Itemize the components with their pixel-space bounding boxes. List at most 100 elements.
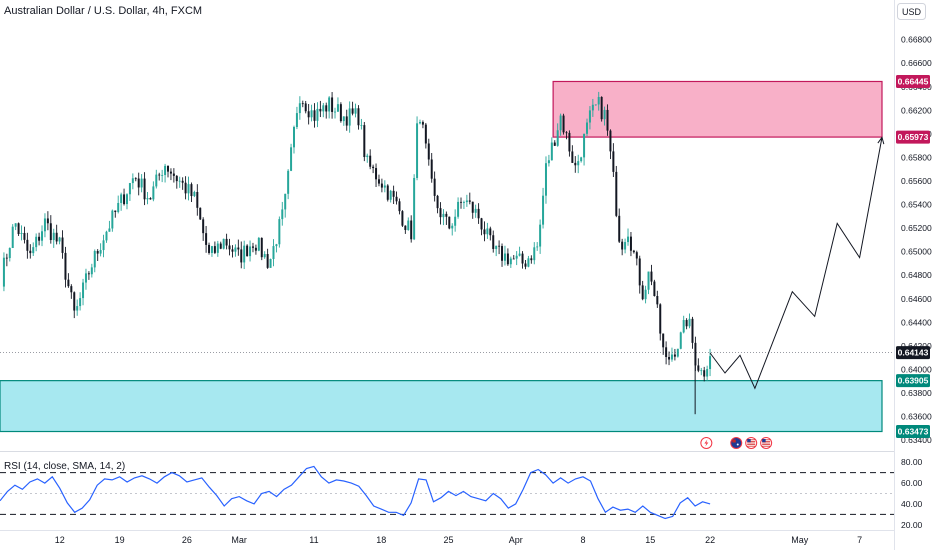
candle xyxy=(266,248,269,269)
candle-body xyxy=(407,220,410,230)
candle-body xyxy=(125,194,128,205)
candle xyxy=(184,176,187,200)
candle-body xyxy=(336,104,339,112)
candle-body xyxy=(307,111,310,118)
candle xyxy=(547,154,550,167)
candle-body xyxy=(284,193,287,210)
price-axis[interactable]: 0.668000.666000.664000.662000.660000.658… xyxy=(901,35,932,445)
au-flag-event-icon[interactable] xyxy=(730,437,743,449)
candle xyxy=(213,241,216,255)
candle-body xyxy=(354,108,357,114)
candle xyxy=(20,225,23,241)
price-tick-label: 0.66200 xyxy=(901,105,932,115)
candle-body xyxy=(597,96,600,105)
candle-body xyxy=(380,183,383,188)
candle xyxy=(462,200,465,210)
candle-body xyxy=(377,179,380,184)
candle-body xyxy=(483,229,486,235)
rsi-pane: 80.00 60.00 40.00 20.00 xyxy=(0,457,923,530)
candle xyxy=(328,96,331,119)
candle xyxy=(46,211,49,231)
candle xyxy=(635,250,638,266)
candle-body xyxy=(5,257,8,259)
candle xyxy=(413,174,416,241)
price-tick-label: 0.64600 xyxy=(901,294,932,304)
candle xyxy=(35,233,38,252)
price-tags-layer: 0.66445 0.65973 0.64143 0.63905 0.63473 xyxy=(896,74,930,439)
candle-body xyxy=(506,253,509,265)
candle-body xyxy=(187,184,190,194)
candle xyxy=(231,245,234,258)
candle xyxy=(237,239,240,256)
lightning-event-icon[interactable] xyxy=(700,437,713,449)
candle xyxy=(498,240,501,255)
candle-body xyxy=(480,218,483,230)
candle-body xyxy=(105,231,108,241)
candle-body xyxy=(158,174,161,176)
candle-body xyxy=(82,282,85,299)
candle-body xyxy=(638,258,641,286)
candle-body xyxy=(137,178,140,188)
candle xyxy=(360,118,363,130)
candle-body xyxy=(468,200,471,202)
candle xyxy=(319,100,322,118)
candle xyxy=(5,253,8,267)
candle-body xyxy=(181,180,184,183)
candle-body xyxy=(694,342,697,366)
candle-body xyxy=(404,225,407,230)
candle xyxy=(140,174,143,193)
candle-body xyxy=(439,208,442,218)
lightning-bolt xyxy=(704,439,709,447)
candle-body xyxy=(375,168,378,180)
candle-body xyxy=(23,232,26,240)
candle xyxy=(29,244,32,259)
candle xyxy=(533,242,536,265)
candle xyxy=(588,106,591,130)
candle-body xyxy=(606,109,609,131)
candle-body xyxy=(653,281,656,297)
candle xyxy=(293,125,295,154)
candle-body xyxy=(161,175,164,176)
candle-body xyxy=(641,285,644,300)
time-label: 25 xyxy=(443,535,453,545)
candle-body xyxy=(410,220,413,240)
candle xyxy=(492,230,495,253)
candle-body xyxy=(413,177,416,240)
projection-path[interactable] xyxy=(709,137,883,390)
candle-body xyxy=(600,96,603,120)
candle-body xyxy=(521,253,524,264)
demand-zone[interactable] xyxy=(0,380,883,433)
us-flag-event-icon[interactable] xyxy=(760,437,773,449)
candle xyxy=(243,240,246,270)
chart-title: Australian Dollar / U.S. Dollar, 4h, FXC… xyxy=(4,5,202,17)
candle xyxy=(445,211,448,225)
candle-body xyxy=(76,306,79,311)
candle-body xyxy=(568,132,571,152)
time-axis[interactable]: 12 19 26 Mar 11 18 25 Apr 8 15 22 May 7 xyxy=(55,535,862,545)
candle-body xyxy=(418,122,421,124)
price-tag-label: 0.63473 xyxy=(898,427,929,437)
candle xyxy=(38,232,41,246)
candle-body xyxy=(495,245,498,249)
time-label: 11 xyxy=(309,535,318,545)
candle xyxy=(553,140,556,147)
candle xyxy=(90,263,93,278)
candle xyxy=(345,109,348,131)
rsi-line[interactable] xyxy=(0,465,711,520)
currency-button[interactable]: USD xyxy=(897,3,926,20)
candle xyxy=(369,149,372,170)
candle-body xyxy=(539,224,542,247)
candle-body xyxy=(108,228,111,232)
us-flag-event-icon[interactable] xyxy=(745,437,758,449)
candle-body xyxy=(647,271,650,290)
candle xyxy=(372,164,375,174)
candle xyxy=(521,251,524,269)
price-tag-bg xyxy=(896,346,930,360)
candle-body xyxy=(369,155,372,167)
candle-body xyxy=(228,245,231,250)
candle-body xyxy=(527,258,530,267)
candle xyxy=(304,100,307,114)
candle-body xyxy=(544,163,547,196)
candle xyxy=(84,268,87,290)
